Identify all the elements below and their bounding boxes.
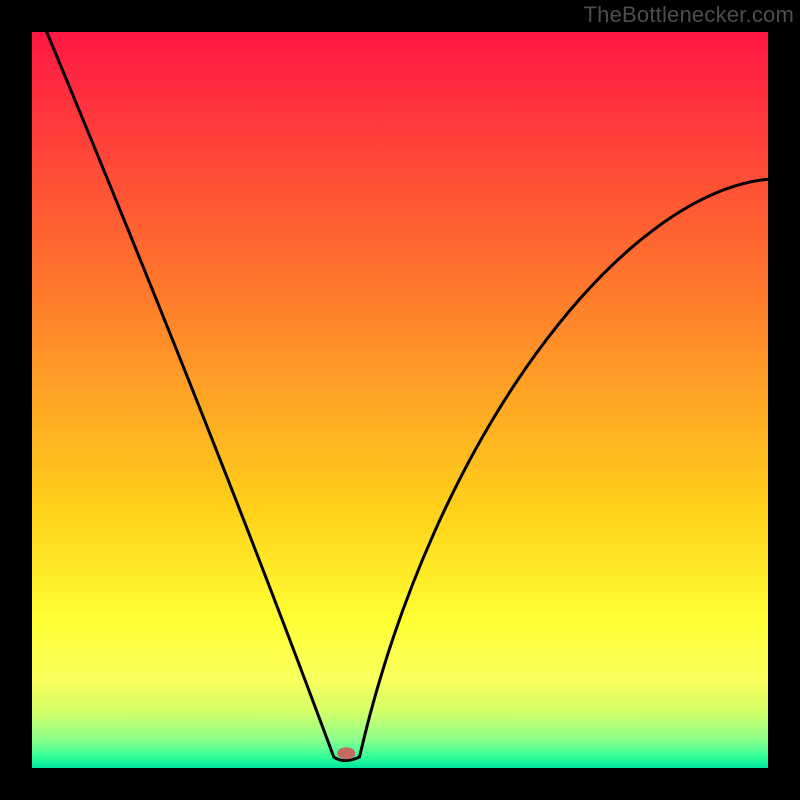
curve-right-branch [345, 179, 768, 760]
watermark-text: TheBottlenecker.com [584, 2, 794, 28]
bottleneck-curve [0, 0, 800, 800]
curve-left-branch [47, 32, 345, 761]
vertex-marker [337, 747, 355, 759]
chart-container: TheBottlenecker.com [0, 0, 800, 800]
